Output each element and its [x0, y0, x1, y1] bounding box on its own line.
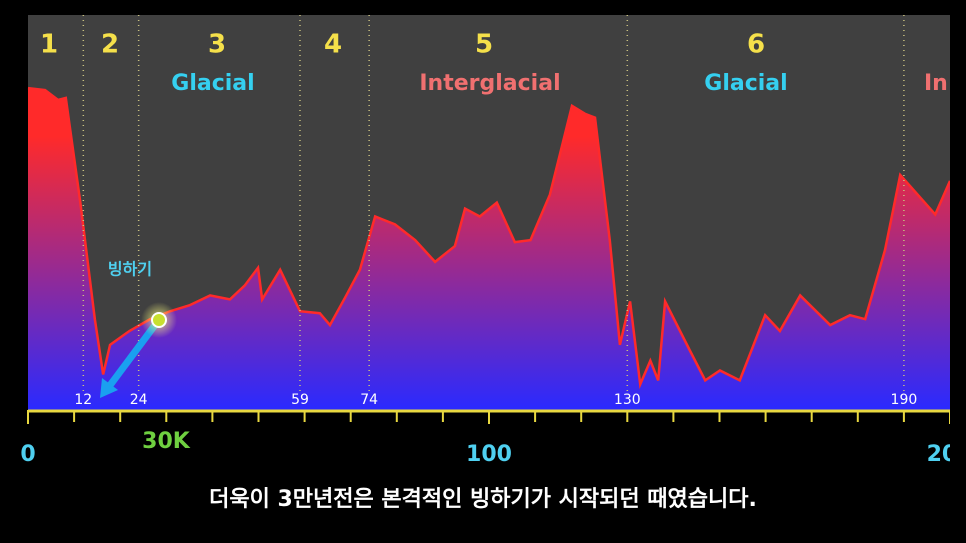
period-label: Interglacial	[419, 71, 560, 96]
stage-label: 5	[475, 30, 493, 60]
subtitle: 더욱이 3만년전은 본격적인 빙하기가 시작되던 때였습니다.	[209, 487, 757, 512]
edge	[950, 15, 966, 485]
period-label: Glacial	[704, 71, 787, 96]
stage-label: 3	[208, 30, 226, 60]
arrow-head	[100, 378, 118, 398]
x-tick-label: 0	[20, 442, 35, 467]
boundary-label: 24	[130, 392, 148, 408]
x-tick-label: 100	[466, 442, 512, 467]
stage-label: 6	[747, 30, 765, 60]
period-label: In	[924, 71, 948, 96]
boundary-label: 130	[614, 392, 641, 408]
boundary-label: 74	[360, 392, 378, 408]
marker	[151, 312, 167, 328]
boundary-label: 59	[291, 392, 309, 408]
stage-label: 2	[101, 30, 119, 60]
stage-label: 4	[324, 30, 342, 60]
boundary-label: 190	[891, 392, 918, 408]
stage-label: 1	[40, 30, 58, 60]
period-label: Glacial	[171, 71, 254, 96]
boundary-label: 12	[74, 392, 92, 408]
arrow	[105, 322, 158, 391]
area	[28, 88, 950, 410]
annotation: 빙하기	[108, 260, 152, 279]
annotation: 30K	[142, 429, 191, 454]
